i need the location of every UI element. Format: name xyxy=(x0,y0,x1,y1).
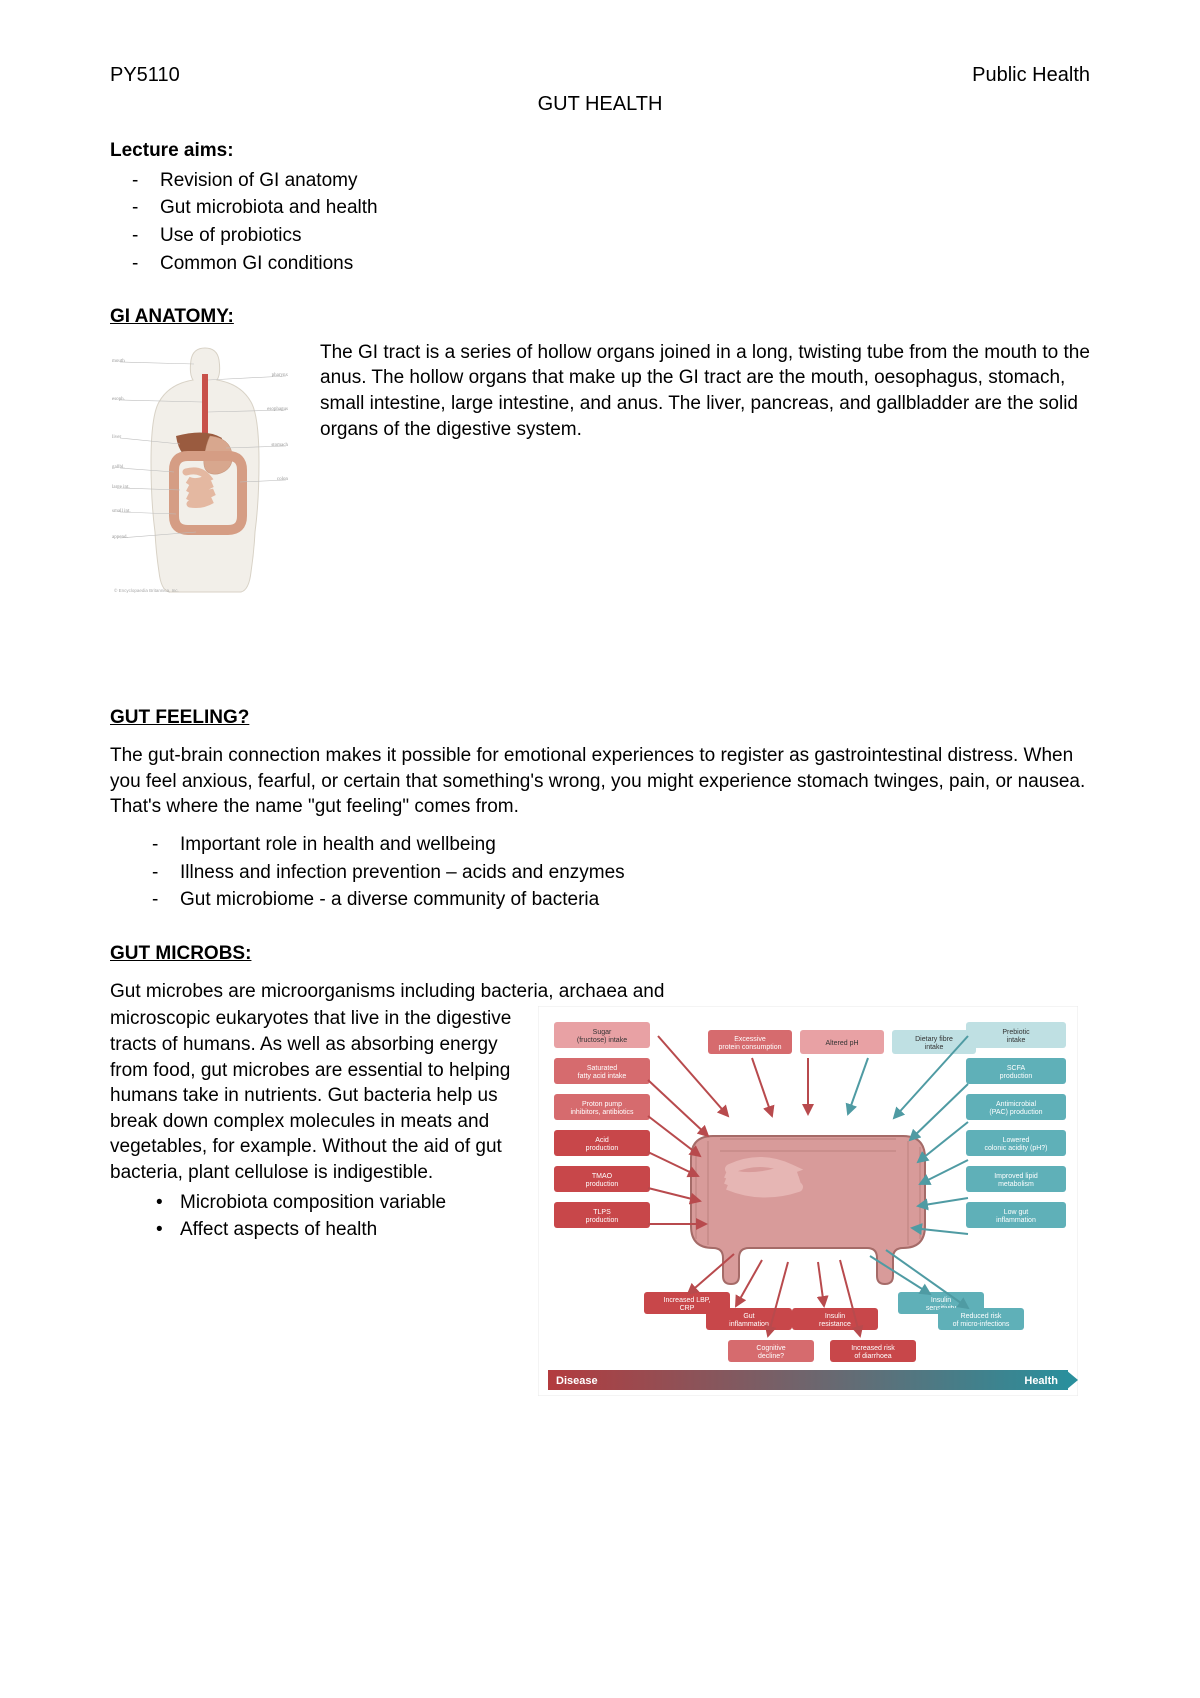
svg-text:liver: liver xyxy=(112,435,121,440)
svg-text:append.: append. xyxy=(112,535,128,540)
svg-text:large int.: large int. xyxy=(112,485,130,490)
gi-anatomy-heading: GI ANATOMY: xyxy=(110,304,1090,330)
list-item: Gut microbiome - a diverse community of … xyxy=(180,887,1090,913)
gut-microbs-heading: GUT MICROBS: xyxy=(110,941,1090,967)
list-item: Microbiota composition variable xyxy=(180,1190,520,1216)
svg-text:© Encyclopaedia Britannica, In: © Encyclopaedia Britannica, Inc. xyxy=(114,587,179,593)
svg-text:mouth: mouth xyxy=(112,359,125,364)
course-code: PY5110 xyxy=(110,62,180,89)
lecture-aims-list: Revision of GI anatomy Gut microbiota an… xyxy=(110,168,1090,277)
footer-disease: Disease xyxy=(556,1375,598,1387)
gut-feeling-list: Important role in health and wellbeing I… xyxy=(110,832,1090,913)
gi-anatomy-figure: mouth esoph. liver gallbl. large int. sm… xyxy=(110,340,300,608)
page-title: GUT HEALTH xyxy=(110,91,1090,118)
gut-feeling-text: The gut-brain connection makes it possib… xyxy=(110,743,1090,820)
gi-anatomy-text: The GI tract is a series of hollow organ… xyxy=(320,340,1090,443)
svg-text:esophagus: esophagus xyxy=(267,407,288,412)
svg-text:gallbl.: gallbl. xyxy=(112,465,125,470)
gut-microbs-list: Microbiota composition variable Affect a… xyxy=(110,1190,520,1243)
svg-text:Improved lipidmetabolism: Improved lipidmetabolism xyxy=(994,1173,1038,1188)
list-item: Revision of GI anatomy xyxy=(160,168,1090,194)
subject-label: Public Health xyxy=(972,62,1090,89)
svg-text:stomach: stomach xyxy=(271,443,288,448)
gut-microbs-text: microscopic eukaryotes that live in the … xyxy=(110,1006,520,1185)
footer-health: Health xyxy=(1024,1375,1058,1387)
list-item: Affect aspects of health xyxy=(180,1217,520,1243)
svg-text:Antimicrobial(PAC) production: Antimicrobial(PAC) production xyxy=(989,1101,1042,1116)
list-item: Important role in health and wellbeing xyxy=(180,832,1090,858)
svg-text:esoph.: esoph. xyxy=(112,397,125,402)
svg-text:pharynx: pharynx xyxy=(272,373,289,378)
gut-microbs-lead: Gut microbes are microorganisms includin… xyxy=(110,979,1090,1005)
lecture-aims-heading: Lecture aims: xyxy=(110,138,1090,164)
svg-text:Altered pH: Altered pH xyxy=(825,1040,858,1047)
svg-text:Cognitivedecline?: Cognitivedecline? xyxy=(756,1345,785,1360)
svg-text:colon: colon xyxy=(277,477,289,482)
list-item: Use of probiotics xyxy=(160,223,1090,249)
svg-text:Reduced riskof micro-infection: Reduced riskof micro-infections xyxy=(953,1313,1010,1328)
list-item: Common GI conditions xyxy=(160,251,1090,277)
gut-feeling-heading: GUT FEELING? xyxy=(110,705,1090,731)
gut-microbs-diagram: Sugar(fructose) intakeSaturatedfatty aci… xyxy=(538,1006,1090,1404)
list-item: Illness and infection prevention – acids… xyxy=(180,860,1090,886)
list-item: Gut microbiota and health xyxy=(160,195,1090,221)
svg-text:Increased riskof diarrhoea: Increased riskof diarrhoea xyxy=(851,1345,895,1360)
svg-text:small int.: small int. xyxy=(112,509,131,514)
